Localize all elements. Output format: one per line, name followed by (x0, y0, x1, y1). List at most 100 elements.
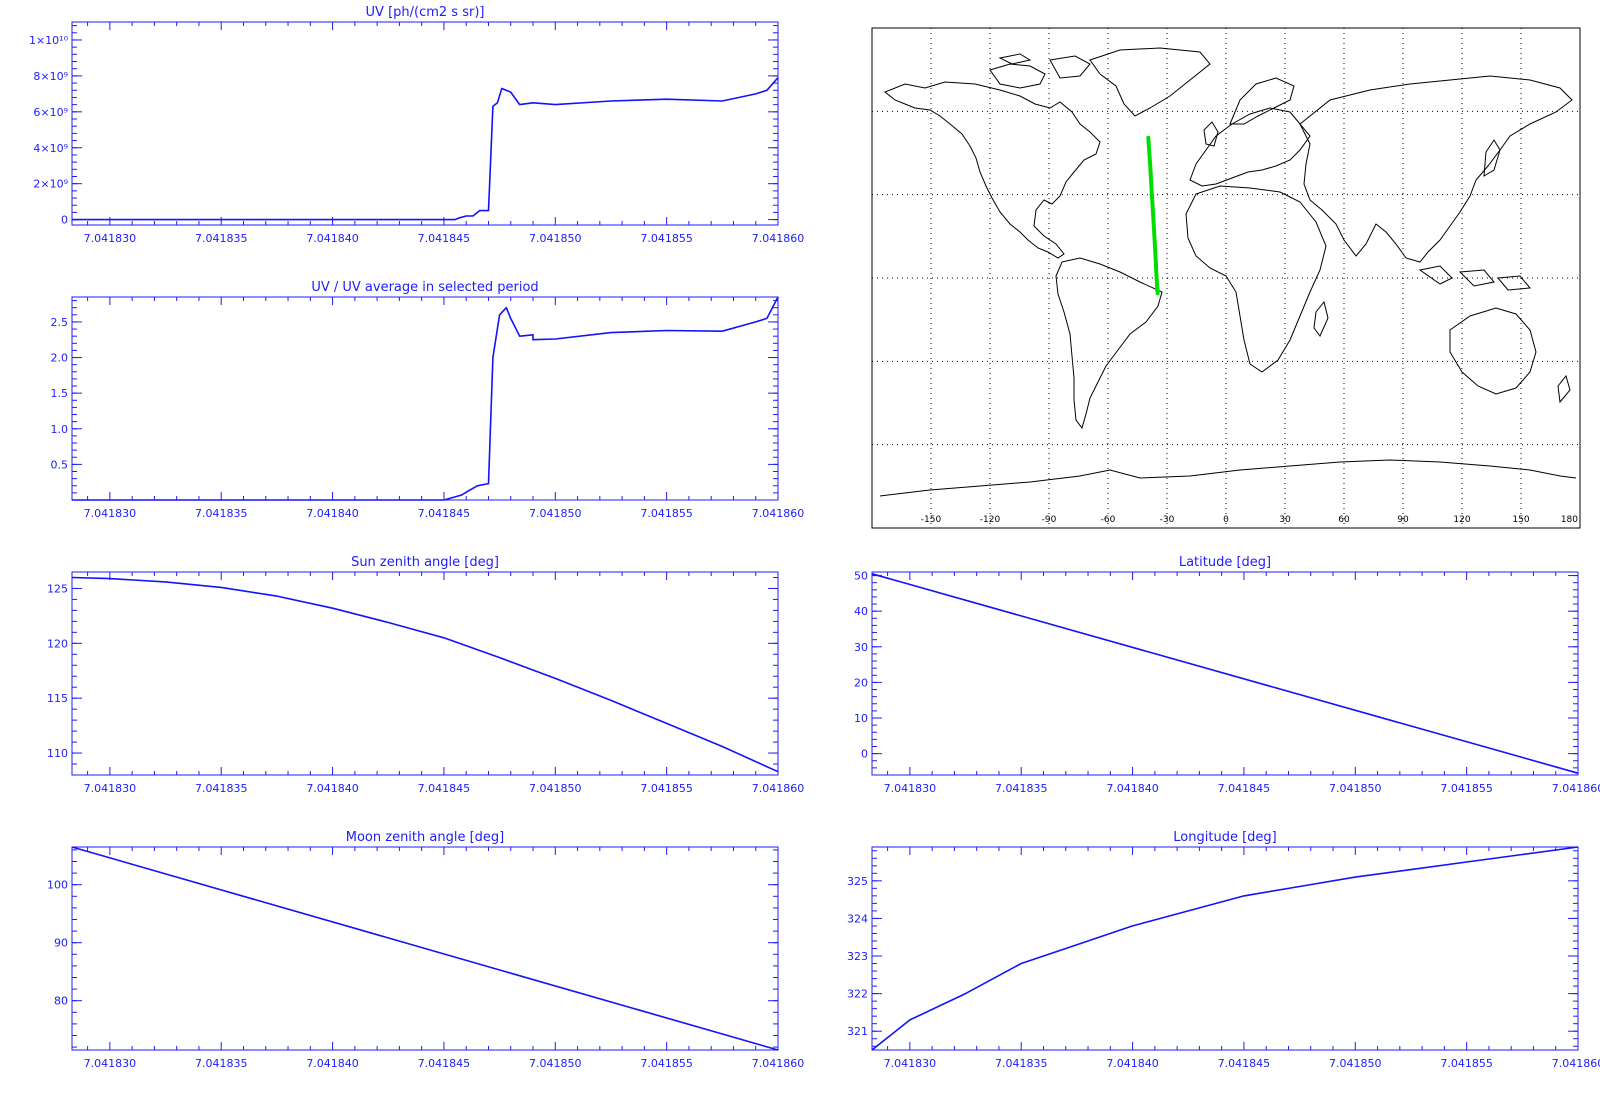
map-gridlines (872, 28, 1580, 528)
x-tick-label: 7.041850 (529, 782, 582, 795)
x-tick-label: 7.041855 (640, 1057, 693, 1070)
x-tick-label: 7.041855 (1440, 1057, 1493, 1070)
map-longitude-label: -90 (1042, 515, 1057, 525)
x-tick-label: 7.041860 (752, 232, 805, 245)
y-tick-label: 2.0 (51, 352, 69, 365)
moon-zenith-title: Moon zenith angle [deg] (346, 830, 504, 845)
x-tick-label: 7.041860 (752, 782, 805, 795)
y-tick-label: 1.5 (51, 387, 69, 400)
x-tick-label: 7.041850 (529, 1057, 582, 1070)
x-tick-label: 7.041830 (884, 782, 937, 795)
y-tick-label: 30 (854, 641, 868, 654)
y-tick-label: 325 (847, 875, 868, 888)
y-tick-label: 322 (847, 988, 868, 1001)
y-tick-label: 1.0 (51, 423, 69, 436)
y-tick-label: 40 (854, 605, 868, 618)
latitude-panel: Latitude [deg] 7.041830 7.041835 7.041840 7.… (854, 555, 1600, 795)
x-tick-label: 7.041835 (195, 507, 248, 520)
coastline-australia (1449, 307, 1537, 395)
y-tick-label: 120 (47, 637, 68, 650)
map-longitude-label: -150 (921, 515, 942, 525)
y-tick-label: 90 (54, 937, 68, 950)
sun-zenith-panel: Sun zenith angle [deg] 7.041830 7.041835 7.… (47, 555, 804, 795)
y-tick-label: 2×10⁹ (33, 178, 68, 191)
coastline-greenland (1089, 47, 1211, 117)
latitude-frame (871, 571, 1579, 776)
coastline-antarctica (879, 459, 1577, 497)
x-tick-label: 7.041845 (418, 232, 471, 245)
coastline-new-zealand (1557, 374, 1571, 404)
map-longitude-ticks: -150 -120 -90 -60 -30 0 30 60 90 120 150 180 (921, 515, 1578, 525)
moon-zenith-panel: Moon zenith angle [deg] 7.041830 7.041835 7… (47, 830, 804, 1070)
x-tick-label: 7.041855 (1440, 782, 1493, 795)
map-longitude-label: -60 (1101, 515, 1116, 525)
coastline-arctic-islands (989, 53, 1091, 89)
latitude-title: Latitude [deg] (1179, 555, 1271, 570)
longitude-title: Longitude [deg] (1173, 830, 1276, 845)
x-tick-label: 7.041840 (1106, 1057, 1159, 1070)
longitude-frame (871, 846, 1579, 1051)
uv-ratio-frame (71, 296, 779, 501)
sun-zenith-series-line (71, 576, 779, 773)
y-tick-label: 321 (847, 1025, 868, 1038)
y-tick-label: 2.5 (51, 316, 69, 329)
coastlines (879, 47, 1577, 497)
coastline-north-america (884, 81, 1101, 259)
x-tick-label: 7.041860 (752, 1057, 805, 1070)
x-tick-label: 7.041830 (84, 507, 137, 520)
x-tick-label: 7.041830 (884, 1057, 937, 1070)
x-tick-label: 7.041845 (418, 507, 471, 520)
x-tick-label: 7.041830 (84, 1057, 137, 1070)
x-tick-label: 7.041860 (752, 507, 805, 520)
map-longitude-label: -120 (980, 515, 1001, 525)
map-longitude-label: 180 (1561, 515, 1578, 525)
x-tick-label: 7.041845 (1218, 1057, 1271, 1070)
coastline-scandinavia (1229, 77, 1295, 125)
y-tick-label: 50 (854, 570, 868, 583)
y-tick-label: 115 (47, 692, 68, 705)
x-tick-label: 7.041830 (84, 232, 137, 245)
uv-title: UV [ph/(cm2 s sr)] (366, 5, 485, 20)
x-tick-label: 7.041860 (1552, 1057, 1600, 1070)
x-tick-label: 7.041835 (195, 1057, 248, 1070)
x-tick-label: 7.041850 (1329, 1057, 1382, 1070)
x-tick-label: 7.041855 (640, 507, 693, 520)
y-tick-label: 6×10⁹ (33, 106, 68, 119)
longitude-panel: Longitude [deg] 7.041830 7.041835 7.041840 7… (847, 830, 1600, 1070)
x-tick-label: 7.041840 (306, 507, 359, 520)
x-tick-label: 7.041845 (1218, 782, 1271, 795)
y-tick-label: 0 (61, 214, 68, 227)
world-map-panel: -150 -120 -90 -60 -30 0 30 60 90 120 150 180 (871, 27, 1581, 529)
uv-frame (71, 21, 779, 226)
satellite-track (1146, 135, 1160, 296)
uv-ratio-panel: UV / UV average in selected period 7.0418… (51, 280, 805, 520)
x-tick-label: 7.041835 (995, 1057, 1048, 1070)
x-tick-label: 7.041860 (1552, 782, 1600, 795)
x-tick-label: 7.041855 (640, 782, 693, 795)
uv-ratio-series-line (72, 296, 779, 501)
x-tick-label: 7.041840 (306, 782, 359, 795)
y-tick-label: 323 (847, 950, 868, 963)
y-tick-label: 80 (54, 995, 68, 1008)
moon-zenith-frame (71, 846, 779, 1051)
moon-zenith-series-line (71, 846, 779, 1051)
y-tick-label: 1×10¹⁰ (29, 34, 69, 47)
x-tick-label: 7.041835 (195, 782, 248, 795)
x-tick-label: 7.041835 (995, 782, 1048, 795)
map-longitude-label: 120 (1453, 515, 1470, 525)
x-tick-label: 7.041850 (529, 507, 582, 520)
map-longitude-label: -30 (1160, 515, 1175, 525)
sun-zenith-frame (71, 571, 779, 776)
x-tick-label: 7.041840 (306, 1057, 359, 1070)
coastline-japan (1483, 139, 1501, 177)
sun-zenith-title: Sun zenith angle [deg] (351, 555, 499, 570)
coastline-asia (1299, 75, 1573, 263)
coastline-europe (1189, 107, 1311, 187)
y-tick-label: 100 (47, 879, 68, 892)
x-tick-label: 7.041855 (640, 232, 693, 245)
y-tick-label: 8×10⁹ (33, 70, 68, 83)
map-longitude-label: 90 (1397, 515, 1409, 525)
coastline-britain (1203, 121, 1219, 147)
y-tick-label: 10 (854, 712, 868, 725)
